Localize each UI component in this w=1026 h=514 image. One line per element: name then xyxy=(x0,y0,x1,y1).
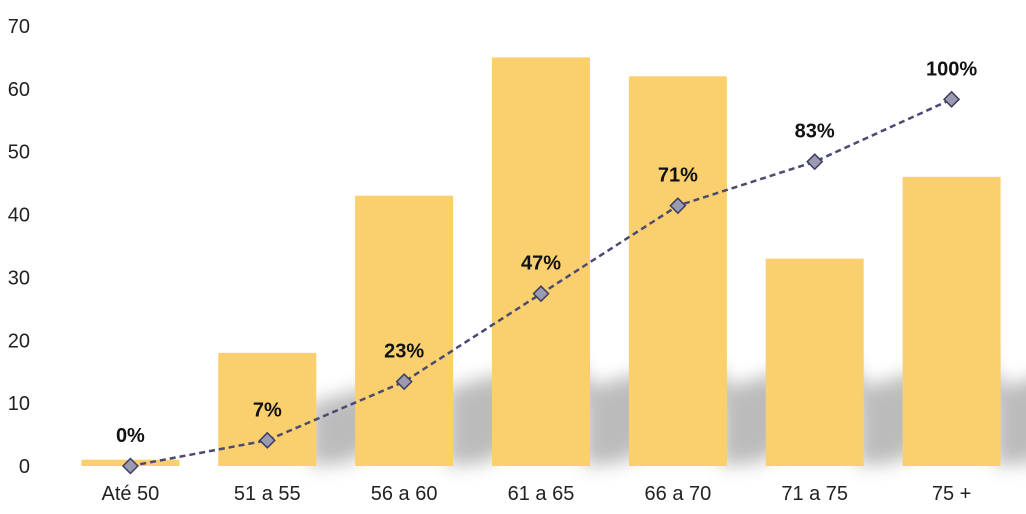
line-marker xyxy=(806,153,824,171)
line-marker xyxy=(669,197,687,215)
bar xyxy=(492,57,590,467)
percent-label: 47% xyxy=(521,253,561,275)
percent-label: 0% xyxy=(116,425,145,447)
bar xyxy=(628,76,727,467)
line-marker xyxy=(943,90,961,108)
x-tick-label: 61 a 65 xyxy=(508,483,575,505)
y-tick-label: 0 xyxy=(19,456,30,478)
line-marker xyxy=(532,285,550,303)
percent-label: 83% xyxy=(795,121,835,143)
y-tick-label: 10 xyxy=(8,393,30,415)
bar-shadow xyxy=(994,380,1026,466)
bars xyxy=(81,57,1001,467)
x-tick-label: 71 a 75 xyxy=(781,483,848,505)
line-marker xyxy=(395,373,413,391)
y-tick-label: 50 xyxy=(8,142,30,164)
x-tick-label: 56 a 60 xyxy=(371,483,438,505)
y-axis: 0 10 20 30 40 50 60 70 xyxy=(8,16,30,478)
bar xyxy=(765,258,864,466)
bar xyxy=(355,195,454,466)
percent-label: 23% xyxy=(384,341,424,363)
percent-label: 71% xyxy=(658,165,698,187)
y-tick-label: 20 xyxy=(8,330,30,352)
x-tick-label: 66 a 70 xyxy=(645,483,712,505)
y-tick-label: 30 xyxy=(8,267,30,289)
y-tick-label: 70 xyxy=(8,16,30,38)
line-markers xyxy=(121,90,961,475)
x-tick-label: Até 50 xyxy=(101,483,159,505)
bar xyxy=(902,176,1001,466)
y-tick-label: 40 xyxy=(8,205,30,227)
line-marker xyxy=(121,457,139,475)
y-tick-label: 60 xyxy=(8,79,30,101)
x-tick-label: 51 a 55 xyxy=(234,483,301,505)
percent-labels: 0% 7% 23% 47% 71% 83% 100% xyxy=(116,58,977,447)
x-axis: Até 50 51 a 55 56 a 60 61 a 65 66 a 70 71 a 7… xyxy=(101,483,971,505)
percent-label: 100% xyxy=(926,58,977,80)
x-tick-label: 75 + xyxy=(932,483,971,505)
line-marker xyxy=(258,431,276,449)
percent-label: 7% xyxy=(253,399,282,421)
